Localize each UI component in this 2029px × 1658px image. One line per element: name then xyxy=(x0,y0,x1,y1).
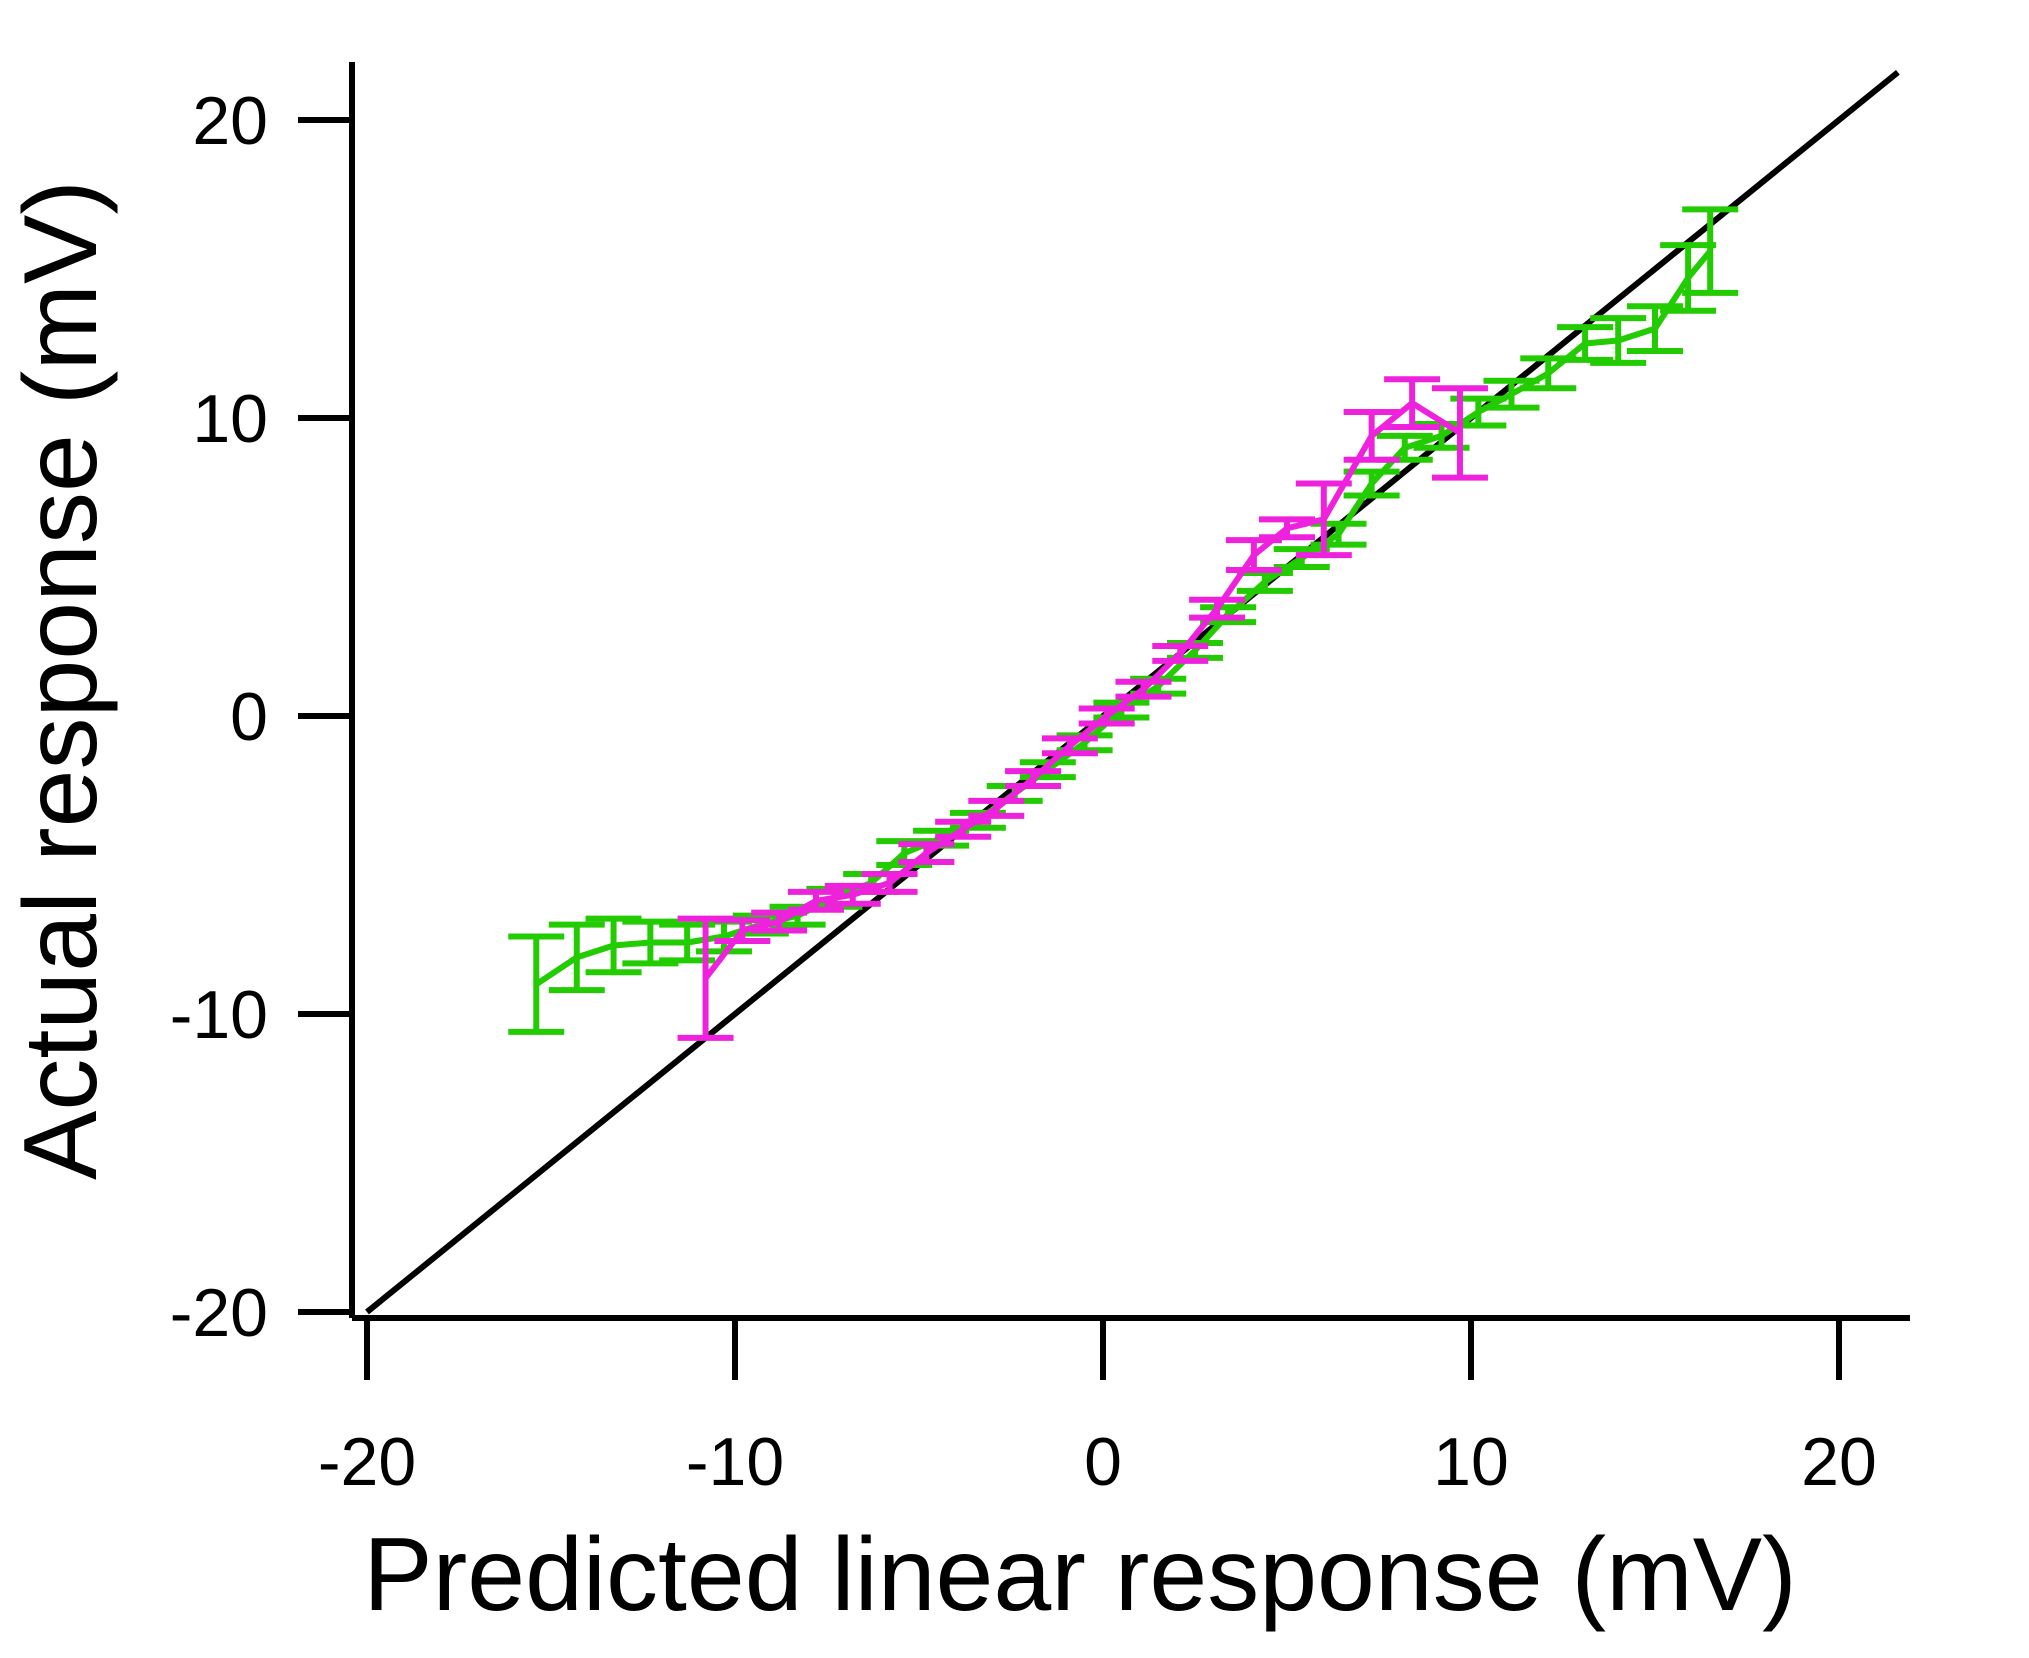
series-0-errorbar-1 xyxy=(548,921,605,994)
series-1-errorbar-1 xyxy=(714,917,771,944)
series-1-errorbar-19 xyxy=(1384,376,1441,430)
y-tick-label-2: 0 xyxy=(230,679,268,755)
axes-layer xyxy=(349,62,1910,1321)
x-tick-label-2: 0 xyxy=(1084,1424,1122,1500)
series-0-errorbar-20 xyxy=(1236,569,1293,594)
series-1-errorbar-15 xyxy=(1225,537,1282,573)
ticks-layer: -20 -10 0 10 20 -20 -10 0 10 20 xyxy=(170,83,1877,1500)
series-1-errorbar-18 xyxy=(1343,409,1400,463)
series-1-errorbar-6 xyxy=(898,841,955,866)
series-1-errorbar-8 xyxy=(968,797,1025,819)
y-tick-label-4: 20 xyxy=(192,83,268,159)
series-1-errorbar-13 xyxy=(1152,642,1209,664)
x-tick-label-1: -10 xyxy=(686,1424,784,1500)
series-1-errorbar-17 xyxy=(1295,480,1352,559)
series-1-errorbar-14 xyxy=(1189,596,1246,621)
y-tick-label-3: 10 xyxy=(192,381,268,457)
series-0 xyxy=(508,206,1739,1035)
series-0-errorbar-32 xyxy=(1660,242,1717,314)
series-0-errorbar-31 xyxy=(1627,303,1683,354)
series-1-errorbar-12 xyxy=(1115,678,1172,700)
series-0-errorbar-27 xyxy=(1483,377,1540,411)
series-1-errorbar-11 xyxy=(1078,705,1135,727)
x-tick-label-3: 10 xyxy=(1433,1424,1509,1500)
series-0-errorbar-22 xyxy=(1310,520,1367,548)
series-0-errorbar-30 xyxy=(1590,315,1647,366)
series-1 xyxy=(677,376,1488,1041)
series-0-errorbar-33 xyxy=(1682,206,1739,296)
x-axis-title: Predicted linear response (mV) xyxy=(363,1517,1797,1633)
series-1-errorbar-16 xyxy=(1259,516,1315,541)
series-1-errorbar-9 xyxy=(1005,768,1062,790)
series-layer xyxy=(508,206,1739,1041)
series-1-errorbar-20 xyxy=(1431,385,1488,481)
series-1-errorbar-4 xyxy=(824,882,881,907)
x-tick-label-0: -20 xyxy=(318,1424,416,1500)
x-tick-label-4: 20 xyxy=(1801,1424,1877,1500)
series-1-errorbar-10 xyxy=(1041,735,1098,757)
series-0-errorbar-0 xyxy=(508,933,565,1035)
y-tick-label-0: -20 xyxy=(170,1275,268,1351)
series-1-errorbar-5 xyxy=(861,870,918,895)
y-axis-title: Actual response (mV) xyxy=(3,180,119,1180)
series-1-errorbar-3 xyxy=(787,888,844,913)
series-1-errorbar-7 xyxy=(935,818,992,840)
y-tick-label-1: -10 xyxy=(170,977,268,1053)
